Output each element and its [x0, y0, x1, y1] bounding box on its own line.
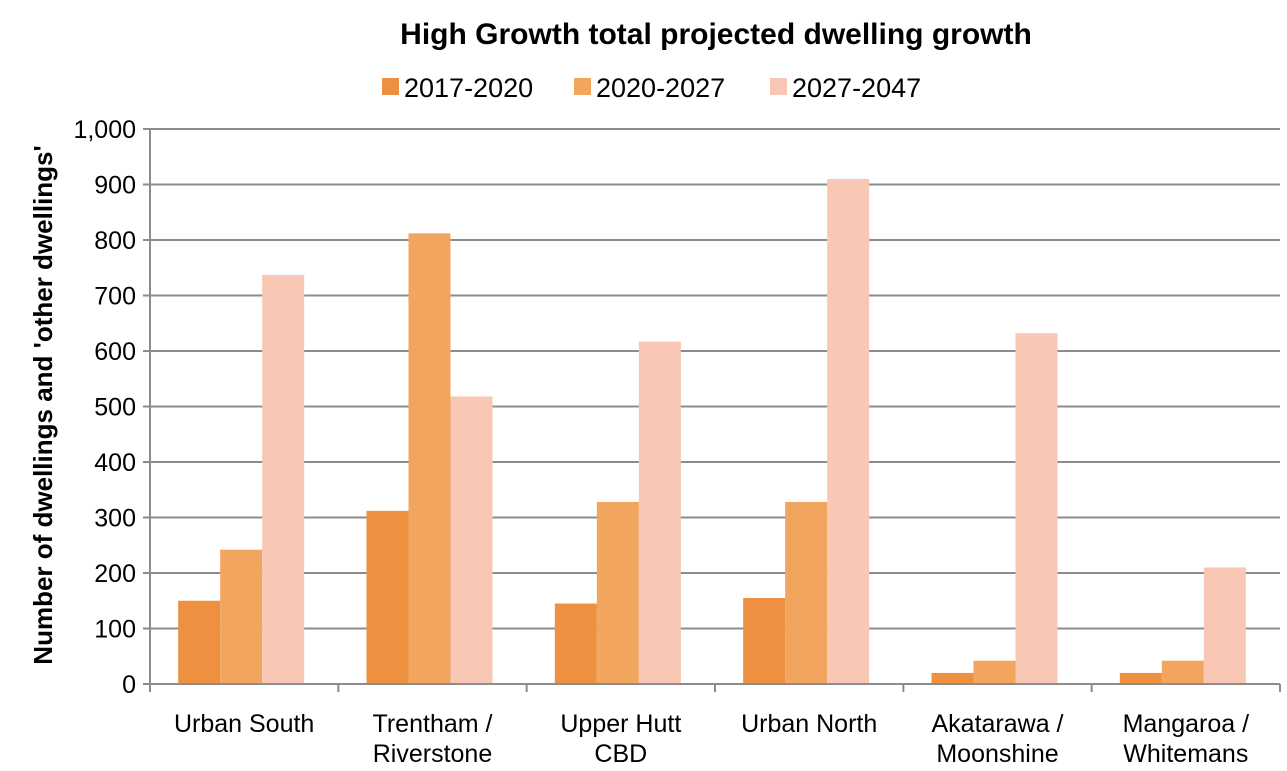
bar-2027-2047	[1203, 567, 1246, 684]
y-tick-label: 900	[94, 172, 136, 200]
bar-2020-2027	[220, 549, 263, 684]
bar-2020-2027	[596, 501, 639, 684]
y-axis-label: Number of dwellings and 'other dwellings…	[28, 145, 58, 664]
y-tick-label: 300	[94, 505, 136, 533]
y-tick-label: 800	[94, 227, 136, 255]
bar-2017-2020	[366, 510, 409, 684]
y-tick-label: 200	[94, 560, 136, 588]
chart-title: High Growth total projected dwelling gro…	[400, 18, 1032, 51]
legend-swatch	[574, 78, 591, 95]
y-tick-label: 400	[94, 449, 136, 477]
axes	[149, 129, 1281, 692]
bar-2027-2047	[827, 178, 870, 684]
x-category-label: Upper Hutt CBD	[560, 710, 681, 768]
legend-label: 2027-2047	[792, 73, 921, 103]
x-category-label: Akatarawa / Moonshine	[931, 710, 1063, 768]
bar-2017-2020	[554, 603, 597, 684]
bar-2027-2047	[262, 274, 305, 684]
y-tick-label: 600	[94, 338, 136, 366]
bars	[178, 178, 1246, 684]
legend-label: 2020-2027	[596, 73, 725, 103]
legend-swatch	[770, 78, 787, 95]
legend: 2017-2020 2020-2027 2027-2047	[382, 73, 921, 103]
bar-2020-2027	[1161, 660, 1204, 684]
bar-2017-2020	[178, 600, 221, 684]
bar-2020-2027	[408, 233, 451, 684]
bar-2027-2047	[1015, 333, 1058, 684]
y-tick-labels: 0 100 200 300 400 500 600 700 800 900 1,000	[73, 116, 136, 699]
x-category-label: Mangaroa / Whitemans	[1123, 710, 1250, 768]
bar-2017-2020	[743, 597, 786, 684]
y-tick-label: 0	[122, 671, 136, 699]
y-tick-label: 1,000	[73, 116, 136, 144]
bar-2017-2020	[1119, 672, 1162, 684]
legend-swatch	[382, 78, 399, 95]
bar-2027-2047	[450, 396, 493, 684]
y-tick-label: 700	[94, 283, 136, 311]
x-category-label: Urban South	[174, 710, 314, 738]
bar-2017-2020	[931, 672, 974, 684]
x-category-label: Trentham / Riverstone	[373, 710, 493, 768]
legend-label: 2017-2020	[404, 73, 533, 103]
y-tick-label: 100	[94, 616, 136, 644]
gridlines	[143, 128, 1280, 685]
x-category-label: Urban North	[741, 710, 877, 738]
bar-2020-2027	[785, 501, 828, 684]
y-tick-label: 500	[94, 394, 136, 422]
x-category-labels: Urban South Trentham / Riverstone Upper Hut…	[174, 710, 1249, 768]
bar-2020-2027	[973, 660, 1016, 684]
bar-2027-2047	[638, 341, 681, 684]
